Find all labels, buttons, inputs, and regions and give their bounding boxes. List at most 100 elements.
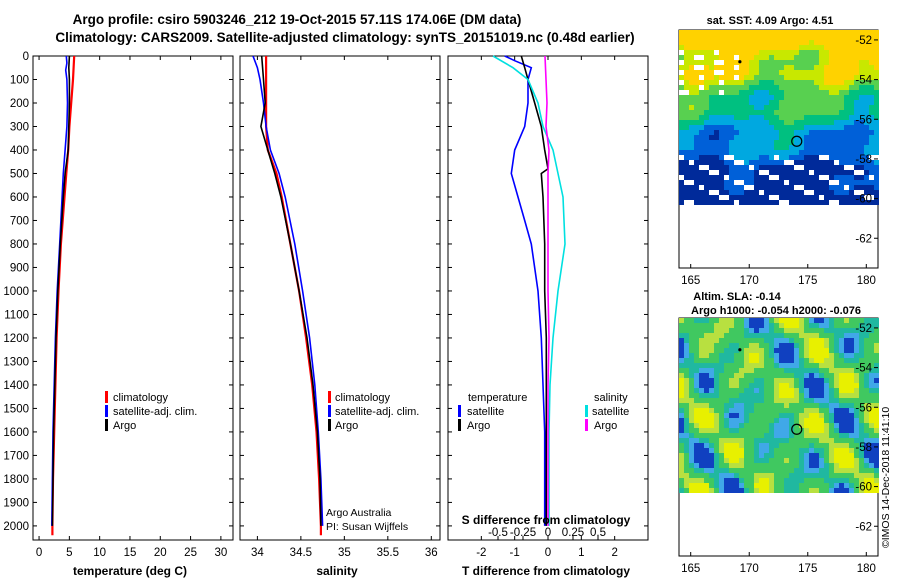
map-cell xyxy=(754,170,759,175)
map-cell xyxy=(764,343,769,348)
map-cell xyxy=(849,90,854,95)
map-cell xyxy=(794,453,799,458)
map-cell xyxy=(874,45,879,50)
map-cell xyxy=(769,428,774,433)
map-cell xyxy=(864,30,869,35)
map-cell xyxy=(804,358,809,363)
map-cell xyxy=(834,50,839,55)
map-cell xyxy=(854,50,859,55)
map-cell xyxy=(694,30,699,35)
map-cell xyxy=(864,413,869,418)
map-cell xyxy=(714,185,719,190)
map-cell xyxy=(859,65,864,70)
map-cell xyxy=(814,448,819,453)
map-cell xyxy=(859,363,864,368)
map-cell xyxy=(764,468,769,473)
map-cell xyxy=(829,478,834,483)
map-cell xyxy=(709,443,714,448)
argo-position-marker xyxy=(791,135,803,147)
map-cell xyxy=(799,150,804,155)
map-cell xyxy=(689,478,694,483)
map-cell xyxy=(789,125,794,130)
map-cell xyxy=(754,423,759,428)
map-cell xyxy=(799,323,804,328)
map-cell xyxy=(779,45,784,50)
map-cell xyxy=(854,403,859,408)
map-cell xyxy=(684,75,689,80)
map-cell xyxy=(769,413,774,418)
map-cell xyxy=(784,418,789,423)
map-cell xyxy=(729,373,734,378)
map-cell xyxy=(769,418,774,423)
map-cell xyxy=(864,368,869,373)
temperature-panel: 0 5 10 15 20 25 30 xyxy=(32,55,234,559)
map-cell xyxy=(829,353,834,358)
map-cell xyxy=(769,155,774,160)
map-cell xyxy=(819,463,824,468)
map-cell xyxy=(769,80,774,85)
map-cell xyxy=(679,383,684,388)
map-cell xyxy=(859,468,864,473)
map-cell xyxy=(759,50,764,55)
map-cell xyxy=(694,120,699,125)
map-cell xyxy=(804,50,809,55)
map-cell xyxy=(679,363,684,368)
map-cell xyxy=(769,373,774,378)
map-cell xyxy=(694,175,699,180)
map-cell xyxy=(759,328,764,333)
map-cell xyxy=(704,120,709,125)
map-cell xyxy=(714,110,719,115)
map-cell xyxy=(844,150,849,155)
map-cell xyxy=(764,328,769,333)
map-cell xyxy=(744,413,749,418)
map-cell xyxy=(704,328,709,333)
map-cell xyxy=(754,80,759,85)
map-cell xyxy=(774,358,779,363)
map-cell xyxy=(824,100,829,105)
map-cell xyxy=(704,130,709,135)
map-cell xyxy=(689,150,694,155)
map-cell xyxy=(774,428,779,433)
map-cell xyxy=(799,100,804,105)
map-cell xyxy=(789,348,794,353)
map-cell xyxy=(814,30,819,35)
map-cell xyxy=(799,383,804,388)
map-cell xyxy=(794,40,799,45)
map-cell xyxy=(829,338,834,343)
map-cell xyxy=(794,60,799,65)
map-cell xyxy=(769,353,774,358)
map-cell xyxy=(699,473,704,478)
map-cell xyxy=(844,333,849,338)
map-cell xyxy=(829,40,834,45)
map-cell xyxy=(694,373,699,378)
map-cell xyxy=(839,105,844,110)
map-cell xyxy=(819,40,824,45)
map-cell xyxy=(844,125,849,130)
map-cell xyxy=(854,373,859,378)
map-cell xyxy=(739,448,744,453)
map-cell xyxy=(724,185,729,190)
map-cell xyxy=(749,80,754,85)
map-cell xyxy=(769,423,774,428)
map-cell xyxy=(864,328,869,333)
map-cell xyxy=(709,368,714,373)
map-cell xyxy=(869,453,874,458)
map-cell xyxy=(769,438,774,443)
map-cell xyxy=(849,318,854,323)
map-cell xyxy=(689,368,694,373)
map-cell xyxy=(819,70,824,75)
map-cell xyxy=(869,448,874,453)
map-cell xyxy=(869,45,874,50)
map-cell xyxy=(759,165,764,170)
map-cell xyxy=(794,438,799,443)
map-cell xyxy=(844,488,849,493)
map-cell xyxy=(769,170,774,175)
map-cell xyxy=(714,378,719,383)
map-cell xyxy=(829,343,834,348)
map-cell xyxy=(809,75,814,80)
map-cell xyxy=(784,363,789,368)
map-cell xyxy=(684,373,689,378)
map-cell xyxy=(789,30,794,35)
map-cell xyxy=(829,55,834,60)
map-cell xyxy=(834,343,839,348)
